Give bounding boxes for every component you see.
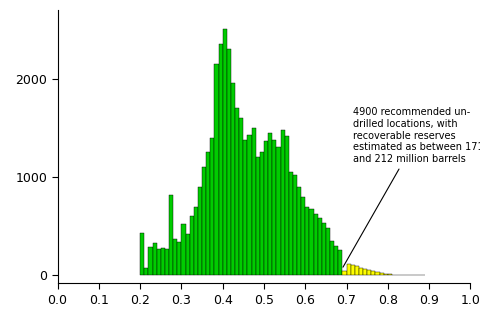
Bar — [313, 214, 318, 276]
Bar — [215, 64, 218, 276]
Bar — [223, 29, 227, 276]
Bar — [297, 187, 301, 276]
Bar — [400, 275, 404, 276]
Bar — [264, 141, 268, 276]
Bar — [305, 207, 310, 276]
Bar — [169, 195, 173, 276]
Bar — [330, 241, 334, 276]
Bar — [293, 175, 297, 276]
Bar — [334, 246, 338, 276]
Bar — [392, 275, 396, 276]
Bar — [363, 269, 367, 276]
Bar — [144, 268, 148, 276]
Bar — [285, 136, 289, 276]
Bar — [342, 270, 347, 276]
Bar — [227, 49, 231, 276]
Bar — [248, 135, 252, 276]
Bar — [140, 233, 144, 276]
Bar — [206, 152, 210, 276]
Bar — [280, 130, 285, 276]
Bar — [156, 249, 161, 276]
Bar — [177, 242, 181, 276]
Bar — [239, 118, 243, 276]
Bar — [194, 207, 198, 276]
Bar — [322, 223, 326, 276]
Bar — [367, 270, 372, 276]
Bar — [388, 274, 392, 276]
Bar — [252, 128, 256, 276]
Bar — [326, 228, 330, 276]
Bar — [161, 248, 165, 276]
Bar — [375, 272, 380, 276]
Text: 4900 recommended un-
drilled locations, with
recoverable reserves
estimated as b: 4900 recommended un- drilled locations, … — [343, 108, 480, 267]
Bar — [181, 224, 186, 276]
Bar — [359, 268, 363, 276]
Bar — [318, 218, 322, 276]
Bar — [276, 147, 280, 276]
Bar — [272, 140, 276, 276]
Bar — [218, 44, 223, 276]
Bar — [396, 275, 400, 276]
Bar — [372, 271, 375, 276]
Bar — [153, 243, 156, 276]
Bar — [384, 274, 388, 276]
Bar — [165, 249, 169, 276]
Bar — [148, 247, 153, 276]
Bar — [243, 140, 248, 276]
Bar — [186, 234, 190, 276]
Bar — [347, 264, 351, 276]
Bar — [210, 137, 215, 276]
Bar — [355, 266, 359, 276]
Bar — [310, 209, 313, 276]
Bar — [235, 108, 239, 276]
Bar — [198, 187, 202, 276]
Bar — [190, 216, 194, 276]
Bar — [268, 133, 272, 276]
Bar — [256, 157, 260, 276]
Bar — [301, 197, 305, 276]
Bar — [260, 152, 264, 276]
Bar — [338, 250, 342, 276]
Bar — [231, 83, 235, 276]
Bar — [202, 167, 206, 276]
Bar — [351, 265, 355, 276]
Bar — [380, 273, 384, 276]
Bar — [289, 172, 293, 276]
Bar — [173, 239, 177, 276]
